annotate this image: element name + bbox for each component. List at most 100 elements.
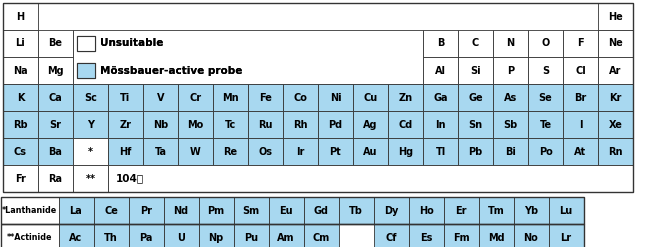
Bar [3, 111, 38, 138]
Bar [423, 84, 458, 111]
Text: Np: Np [209, 232, 224, 243]
Bar [514, 224, 549, 247]
Bar [248, 111, 283, 138]
Bar [213, 111, 248, 138]
Bar [563, 84, 598, 111]
Bar [94, 224, 129, 247]
Bar [423, 138, 458, 165]
Text: Unsuitable: Unsuitable [100, 39, 163, 48]
Text: Pu: Pu [244, 232, 258, 243]
Bar [493, 57, 528, 84]
Text: Rb: Rb [13, 120, 28, 129]
Bar [458, 111, 493, 138]
Text: N: N [506, 39, 515, 48]
Bar [458, 57, 493, 84]
Text: Al: Al [435, 65, 446, 76]
Text: 104～: 104～ [116, 173, 144, 184]
Text: Th: Th [104, 232, 118, 243]
Text: Md: Md [488, 232, 504, 243]
Text: Po: Po [539, 146, 552, 157]
Text: H: H [16, 12, 25, 21]
Bar [423, 111, 458, 138]
Bar [549, 224, 584, 247]
Bar [514, 197, 549, 224]
Bar [318, 111, 353, 138]
Text: O: O [541, 39, 550, 48]
Text: Ca: Ca [49, 92, 62, 103]
Text: Ge: Ge [468, 92, 483, 103]
Text: Cs: Cs [14, 146, 27, 157]
Text: Dy: Dy [384, 206, 398, 215]
Bar [38, 165, 73, 192]
Text: As: As [504, 92, 517, 103]
Text: Ar: Ar [609, 65, 621, 76]
Bar [77, 36, 95, 51]
Bar [423, 30, 458, 57]
Text: Cr: Cr [189, 92, 202, 103]
Bar [1, 224, 58, 247]
Text: **Actinide: **Actinide [6, 233, 52, 242]
Bar [528, 111, 563, 138]
Bar [108, 84, 143, 111]
Text: Hg: Hg [398, 146, 413, 157]
Text: Rn: Rn [608, 146, 623, 157]
Text: Na: Na [13, 65, 28, 76]
Text: Pd: Pd [328, 120, 343, 129]
Bar [3, 84, 38, 111]
Bar [563, 57, 598, 84]
Bar [143, 84, 178, 111]
Bar [248, 84, 283, 111]
Bar [304, 224, 339, 247]
Bar [143, 138, 178, 165]
Text: Pm: Pm [207, 206, 224, 215]
Text: Br: Br [575, 92, 586, 103]
Bar [58, 224, 94, 247]
Bar [283, 138, 318, 165]
Text: C: C [472, 39, 479, 48]
Bar [283, 84, 318, 111]
Text: Ho: Ho [419, 206, 434, 215]
Text: La: La [70, 206, 83, 215]
Text: Es: Es [420, 232, 432, 243]
Bar [3, 57, 38, 84]
Text: Cd: Cd [398, 120, 413, 129]
Bar [528, 138, 563, 165]
Bar [493, 84, 528, 111]
Bar [178, 111, 213, 138]
Bar [1, 224, 584, 247]
Bar [1, 197, 584, 224]
Bar [3, 30, 38, 57]
Bar [73, 84, 108, 111]
Text: Sb: Sb [503, 120, 517, 129]
Text: Gd: Gd [313, 206, 328, 215]
Bar [143, 111, 178, 138]
Text: He: He [608, 12, 623, 21]
Text: Eu: Eu [280, 206, 292, 215]
Bar [528, 30, 563, 57]
Text: I: I [578, 120, 582, 129]
Bar [213, 84, 248, 111]
Text: Cu: Cu [363, 92, 378, 103]
Text: Nb: Nb [153, 120, 168, 129]
Text: F: F [577, 39, 584, 48]
Bar [73, 138, 108, 165]
Bar [563, 30, 598, 57]
Bar [528, 57, 563, 84]
Bar [283, 111, 318, 138]
Text: Te: Te [540, 120, 552, 129]
Bar [598, 3, 633, 30]
Bar [3, 3, 38, 30]
Text: Cl: Cl [575, 65, 586, 76]
Text: Li: Li [16, 39, 25, 48]
Bar [443, 197, 478, 224]
Text: Pr: Pr [140, 206, 152, 215]
Bar [129, 197, 164, 224]
Bar [598, 84, 633, 111]
Bar [388, 138, 423, 165]
Text: Kr: Kr [609, 92, 621, 103]
Text: Nd: Nd [174, 206, 188, 215]
Text: Yb: Yb [524, 206, 538, 215]
Bar [3, 165, 38, 192]
Bar [233, 197, 268, 224]
Text: Ga: Ga [434, 92, 448, 103]
